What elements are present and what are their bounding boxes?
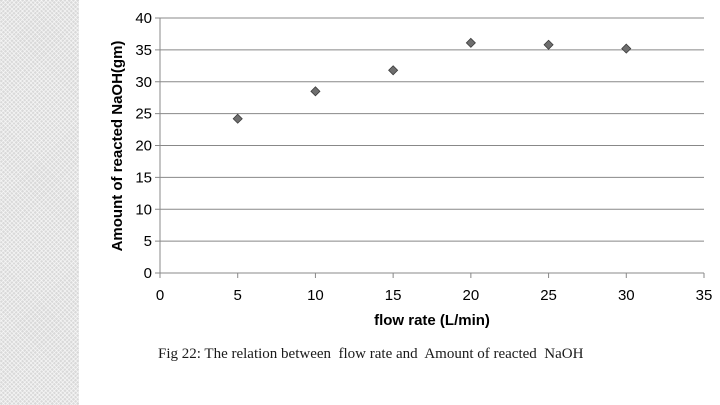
data-point [543,39,554,50]
y-tick-label: 20 [135,138,152,155]
x-tick-label: 10 [307,287,324,304]
decorative-side-strip [0,0,79,405]
y-axis-title: Amount of reacted NaOH(gm) [109,41,126,252]
gridlines [160,17,704,242]
x-tick-label: 5 [234,287,242,304]
y-tick-label: 30 [135,74,152,91]
x-axis-title: flow rate (L/min) [374,312,490,329]
data-point [388,65,399,76]
data-point [232,113,243,124]
data-point [465,37,476,48]
x-tick-labels: 0 5 10 15 20 25 30 35 [156,287,713,304]
figure-caption: Fig 22: The relation between flow rate a… [158,346,584,362]
x-tick-label: 0 [156,287,164,304]
data-points [232,37,632,124]
y-tick-label: 25 [135,106,152,123]
y-tick-label: 5 [144,233,152,250]
x-tick-label: 15 [385,287,402,304]
y-tick-label: 0 [144,265,152,282]
y-tick-labels: 0 5 10 15 20 25 30 35 40 [135,10,152,282]
x-tick-label: 25 [540,287,557,304]
y-tick-label: 40 [135,10,152,27]
y-tick-label: 35 [135,42,152,59]
data-point [310,86,321,97]
y-tick-label: 15 [135,169,152,186]
data-point [621,43,632,54]
axes [155,17,705,278]
x-tick-label: 35 [696,287,713,304]
y-tick-label: 10 [135,201,152,218]
x-tick-label: 30 [618,287,635,304]
scatter-chart: 0 5 10 15 20 25 30 35 40 0 5 10 15 20 25 30 35 flow rat… [109,10,713,329]
x-tick-label: 20 [463,287,480,304]
